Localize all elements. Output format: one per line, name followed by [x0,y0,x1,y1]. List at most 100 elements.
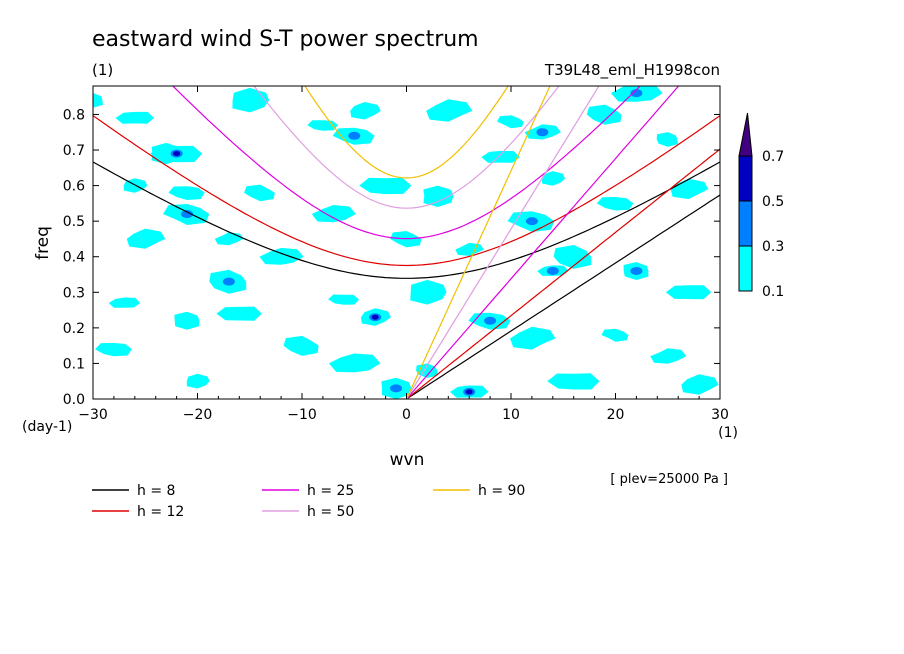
legend-label: h = 12 [137,504,184,520]
contour-patch [174,311,200,330]
contour-patch-core [222,277,235,286]
contour-patch-peak [371,314,379,320]
contour-patch [650,348,687,364]
contour-patch [168,186,205,200]
contour-patch [596,197,634,211]
contour-field [93,86,719,399]
x-tick-label: 10 [502,407,520,423]
y-tick-label: 0.2 [63,321,85,337]
x-axis-unit: (1) [718,425,738,441]
contour-patch-core [546,266,559,275]
contour-patch [350,102,381,120]
x-tick-label: −20 [183,407,213,423]
legend: h = 8 h = 12 h = 25 h = 50 h = 90 [92,483,525,520]
kelvin-curve [406,148,720,399]
colorbar-level-label: 0.7 [762,149,784,165]
x-axis: −30 −20 −10 0 10 20 30 [78,86,729,423]
legend-label: h = 8 [137,483,175,499]
x-tick-label: 0 [402,407,411,423]
kelvin-curve [405,86,551,399]
contour-patch [541,171,566,186]
x-tick-label: −10 [287,407,317,423]
contour-patch-core [348,131,361,140]
contour-patch [283,335,319,356]
chart-run-id: T39L48_eml_H1998con [544,61,720,80]
legend-label: h = 50 [307,504,354,520]
kelvin-curve [406,86,680,399]
contour-patch [497,115,524,129]
dispersion-curves [93,86,720,399]
contour-patch-core [525,217,538,226]
contour-patch [390,231,422,248]
y-axis-label: freq [33,226,53,260]
contour-patch-peak [465,389,473,395]
y-tick-label: 0.6 [63,179,85,195]
contour-patch [665,285,712,300]
y-tick-label: 0.3 [63,285,85,301]
y-tick-label: 0.7 [63,143,85,159]
contour-patch [95,343,132,357]
contour-patch [232,87,270,113]
contour-patch [670,178,709,200]
inertia-gravity-curve [93,161,720,279]
contour-patch [601,328,629,342]
x-axis-label: wvn [390,450,425,470]
legend-label: h = 25 [307,483,354,499]
contour-patch-peak [173,151,181,157]
y-tick-label: 0.4 [63,250,85,266]
contour-patch [681,374,719,395]
contour-patch [510,326,556,350]
y-tick-label: 0.8 [63,107,85,123]
contour-patch-core [181,210,194,219]
contour-patch-core [536,128,549,137]
level-footnote: [ plev=25000 Pa ] [610,472,728,487]
chart-title: eastward wind S-T power spectrum [92,27,479,52]
colorbar-level-label: 0.3 [762,239,784,255]
contour-patch [216,306,262,321]
x-tick-label: −30 [78,407,108,423]
contour-patch [423,185,454,207]
contour-patch [481,150,520,163]
contour-patch [426,99,473,122]
x-tick-label: 30 [711,407,729,423]
contour-patch [108,297,141,308]
contour-patch [455,242,484,256]
contour-patch [328,294,359,305]
legend-label: h = 90 [478,483,525,499]
contour-patch [126,228,166,249]
contour-patch-core [630,89,643,98]
contour-patch [115,111,155,124]
contour-patch [214,232,244,246]
contour-patch [244,184,275,202]
inertia-gravity-curve [172,86,641,240]
x-tick-label: 20 [607,407,625,423]
inertia-gravity-curve [93,115,720,267]
y-tick-label: 0.0 [63,392,85,408]
contour-patch [259,247,304,265]
contour-patch [311,205,356,223]
contour-patch [93,93,103,108]
contour-patch [553,245,592,269]
colorbar-level-label: 0.1 [762,284,784,300]
y-axis-unit: (day-1) [22,419,72,435]
contour-patch [410,279,447,305]
colorbar-level-label: 0.5 [762,194,784,210]
chart-subtitle-unit: (1) [92,61,113,79]
y-axis: 0.0 0.1 0.2 0.3 0.4 0.5 0.6 0.7 0.8 [63,107,720,408]
colorbar-segment [738,155,753,202]
colorbar-segment [738,245,753,292]
kelvin-curve [405,86,600,399]
contour-patch-core [390,384,403,393]
contour-patch [186,373,210,389]
y-tick-label: 0.1 [63,356,85,372]
contour-patch-core [484,316,497,325]
colorbar-segment [738,200,753,247]
inertia-gravity-curve [304,86,509,179]
y-tick-label: 0.5 [63,214,85,230]
kelvin-curve [406,194,720,399]
contour-patch [328,353,381,373]
contour-patch [656,132,678,147]
colorbar: 0.1 0.3 0.5 0.7 [738,112,784,300]
inertia-gravity-curve [253,86,560,209]
